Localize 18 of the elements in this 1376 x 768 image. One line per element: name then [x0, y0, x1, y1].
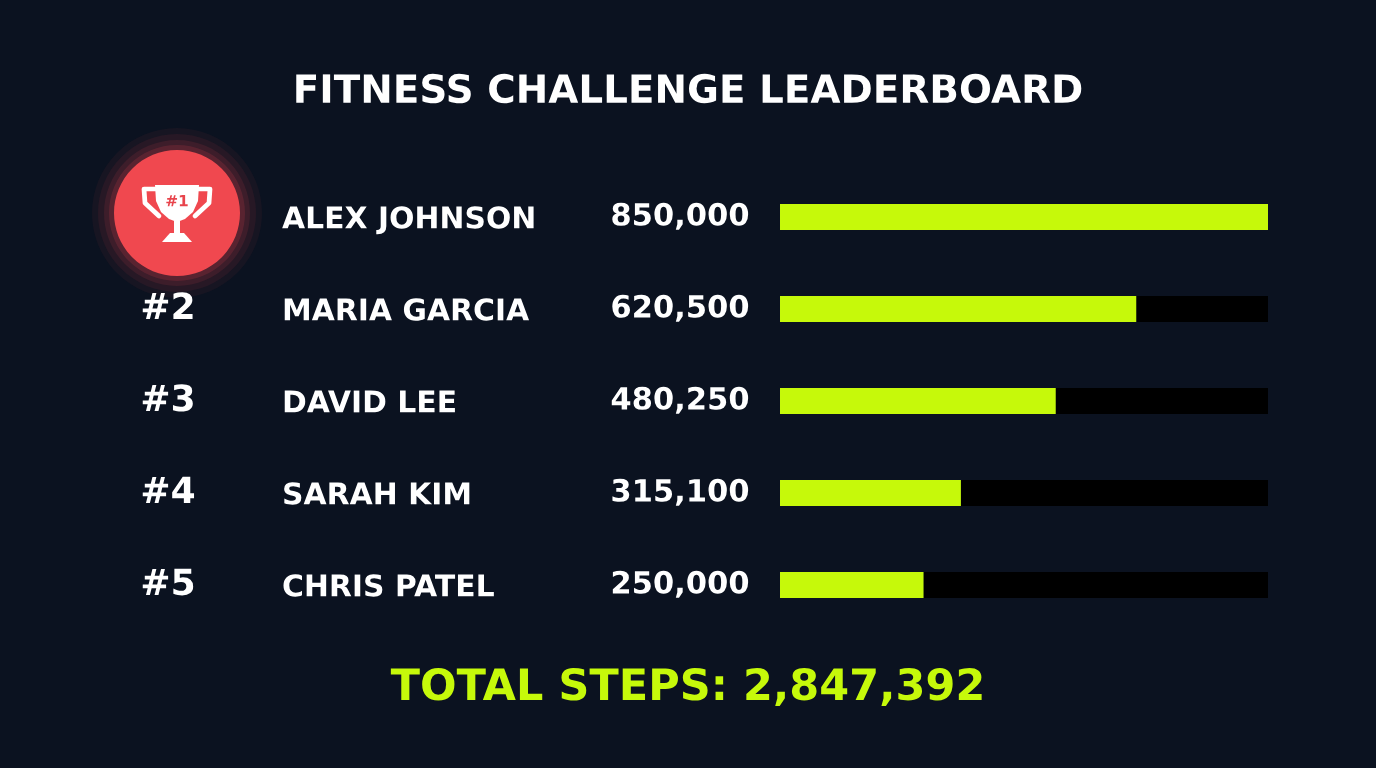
text: #1	[166, 195, 188, 207]
data-label: 850,000	[612, 202, 749, 230]
bar	[780, 204, 1268, 230]
text: TOTAL STEPS: 2,847,392	[390, 667, 982, 706]
y-tick-label: ALEX JOHNSON	[282, 206, 534, 235]
text: #2	[142, 292, 193, 319]
text: #4	[142, 476, 195, 503]
data-label: 315,100	[612, 478, 749, 506]
y-tick-label: CHRIS PATEL	[283, 574, 494, 597]
data-label: 620,500	[612, 294, 749, 322]
y-tick-label: DAVID LEE	[284, 390, 455, 413]
y-tick-label: MARIA GARCIA	[284, 298, 530, 321]
data-label: 250,000	[612, 570, 749, 598]
chart-title: FITNESS CHALLENGE LEADERBOARD	[296, 73, 1082, 104]
data-label: 480,250	[611, 386, 749, 414]
y-tick-label: SARAH KIM	[284, 482, 470, 505]
text: #5	[142, 568, 194, 596]
text: #3	[142, 384, 193, 412]
